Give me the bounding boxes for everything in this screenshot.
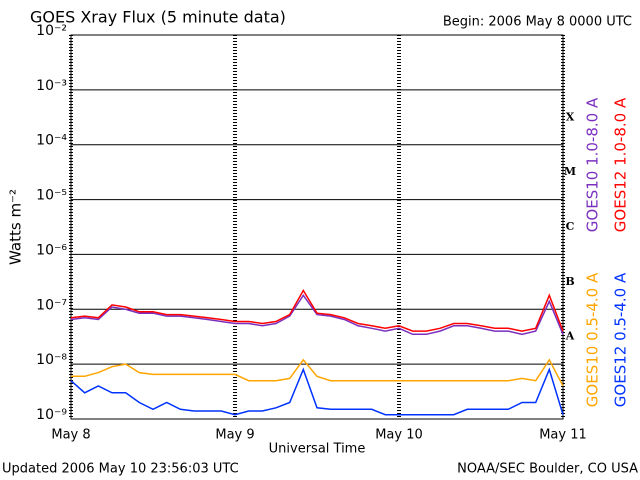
flare-class-label: A [565, 330, 575, 343]
x-axis-label: Universal Time [269, 442, 366, 457]
flare-class-label: X [566, 110, 575, 123]
footer-left: Updated 2006 May 10 23:56:03 UTC [2, 462, 239, 477]
y-tick-label: 10⁻⁶ [36, 242, 67, 258]
footer-right: NOAA/SEC Boulder, CO USA [457, 462, 638, 477]
x-tick-label: May 11 [539, 428, 587, 443]
x-tick-label: May 8 [51, 428, 90, 443]
legend-entry: GOES12 0.5-4.0 A [612, 272, 630, 407]
series-line [70, 293, 564, 336]
x-tick-label: May 10 [375, 428, 423, 443]
y-tick-label: 10⁻⁸ [36, 352, 67, 368]
y-tick-label: 10⁻⁹ [36, 407, 67, 423]
y-tick-label: 10⁻³ [36, 78, 67, 94]
legend-entry: GOES12 1.0-8.0 A [612, 97, 630, 232]
chart-subtitle: Begin: 2006 May 8 0000 UTC [443, 15, 632, 30]
legend-entry: GOES10 0.5-4.0 A [584, 272, 602, 407]
chart-title: GOES Xray Flux (5 minute data) [30, 8, 286, 27]
legend-entry: GOES10 1.0-8.0 A [584, 97, 602, 232]
series-line [70, 367, 564, 416]
series-line [70, 289, 564, 332]
x-tick-label: May 9 [215, 428, 254, 443]
flare-class-label: B [565, 275, 574, 288]
y-tick-label: 10⁻² [36, 23, 67, 39]
y-tick-label: 10⁻⁵ [36, 188, 67, 204]
flare-class-label: M [564, 165, 576, 178]
y-axis-label: Watts m⁻² [7, 189, 25, 265]
plot-frame [70, 34, 564, 420]
series-line [71, 358, 564, 387]
y-tick-label: 10⁻⁴ [36, 133, 67, 149]
flare-class-label: C [566, 220, 575, 233]
y-tick-label: 10⁻⁷ [36, 297, 67, 313]
